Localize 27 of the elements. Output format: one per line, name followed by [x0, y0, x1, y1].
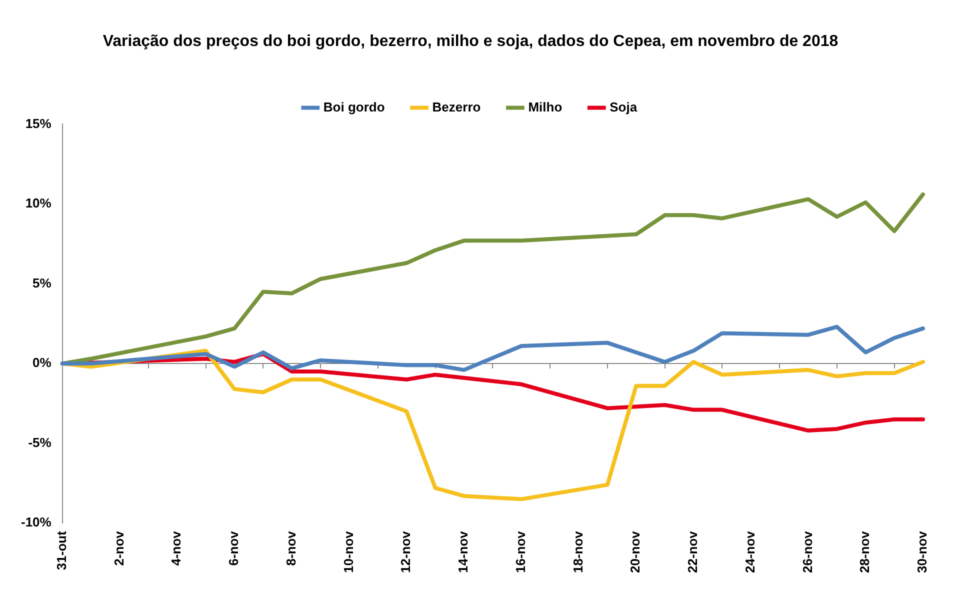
x-tick-label: 26-nov [800, 530, 815, 574]
x-tick-label: 4-nov [168, 530, 184, 566]
y-tick-label: 0% [32, 355, 52, 370]
x-tick-label: 28-nov [857, 530, 872, 574]
x-tick-label: 14-nov [456, 530, 471, 574]
x-tick-label: 30-nov [914, 530, 930, 574]
x-tick-label: 12-nov [398, 530, 414, 574]
x-tick-label: 24-nov [742, 530, 758, 574]
y-tick-label: 15% [25, 116, 52, 131]
y-tick-label: 5% [32, 275, 52, 290]
x-tick-label: 6-nov [226, 530, 242, 566]
y-tick-label: -10% [20, 514, 52, 530]
x-tick-label: 18-nov [570, 530, 586, 574]
y-tick-label: -5% [28, 434, 52, 450]
x-tick-label: 16-nov [512, 530, 528, 574]
x-tick-label: 10-nov [340, 530, 356, 574]
x-tick-label: 20-nov [628, 530, 643, 574]
x-tick-label: 31-out [54, 530, 69, 570]
legend-label: Milho [528, 99, 562, 114]
y-tick-label: 10% [25, 196, 52, 211]
x-tick-label: 2-nov [111, 530, 126, 566]
legend-label: Soja [610, 99, 638, 114]
chart-title: Variação dos preços do boi gordo, bezerro, milho e soja, dados do Cepea, em novembro de 2018 [102, 33, 838, 50]
x-tick-label: 8-nov [283, 530, 298, 566]
legend-label: Boi gordo [323, 99, 385, 114]
x-tick-label: 22-nov [685, 530, 700, 574]
legend-label: Bezerro [432, 99, 481, 114]
